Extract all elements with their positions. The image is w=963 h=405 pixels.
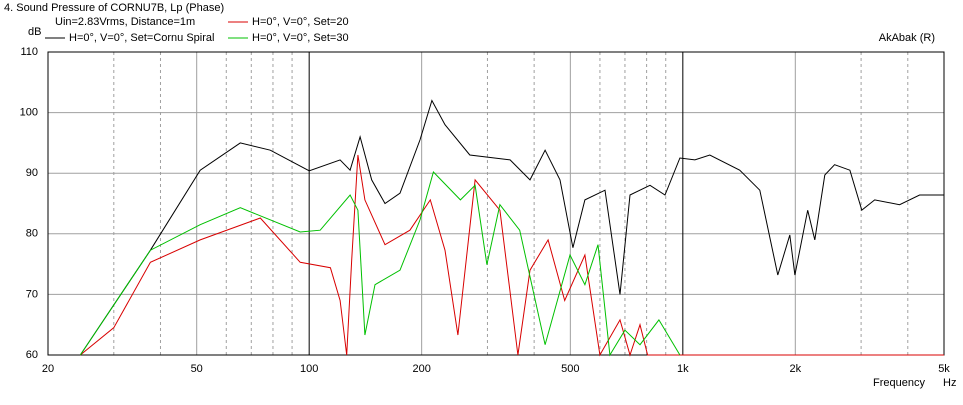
plot-frame — [47, 51, 945, 356]
legend-label: H=0°, V=0°, Set=Cornu Spiral — [69, 32, 214, 44]
x-tick-label: 50 — [191, 363, 203, 375]
chart-title: 4. Sound Pressure of CORNU7B, Lp (Phase) — [4, 2, 224, 14]
x-tick-label: 2k — [789, 363, 801, 375]
x-tick-label: 200 — [412, 363, 430, 375]
series-line — [79, 154, 944, 357]
legend-label: H=0°, V=0°, Set=20 — [252, 16, 349, 28]
y-tick-label: 80 — [26, 228, 38, 240]
y-tick-label: 60 — [26, 349, 38, 361]
x-tick-label: 5k — [938, 363, 950, 375]
x-axis-label: Frequency — [873, 377, 925, 389]
series-line — [79, 171, 681, 357]
x-tick-label: 100 — [300, 363, 318, 375]
x-tick-label: 20 — [42, 363, 54, 375]
chart-subtitle: Uin=2.83Vrms, Distance=1m — [55, 16, 195, 28]
x-tick-label: 500 — [561, 363, 579, 375]
y-tick-label: 110 — [20, 46, 38, 58]
x-tick-label: 1k — [677, 363, 689, 375]
series-line — [79, 99, 944, 356]
annotation: AkAbak (R) — [879, 32, 935, 44]
x-axis-unit: Hz — [943, 377, 956, 389]
y-tick-label: 70 — [26, 288, 38, 300]
legend-label: H=0°, V=0°, Set=30 — [252, 32, 349, 44]
y-axis-label: dB — [28, 26, 41, 38]
y-tick-label: 100 — [20, 107, 38, 119]
y-tick-label: 90 — [26, 167, 38, 179]
